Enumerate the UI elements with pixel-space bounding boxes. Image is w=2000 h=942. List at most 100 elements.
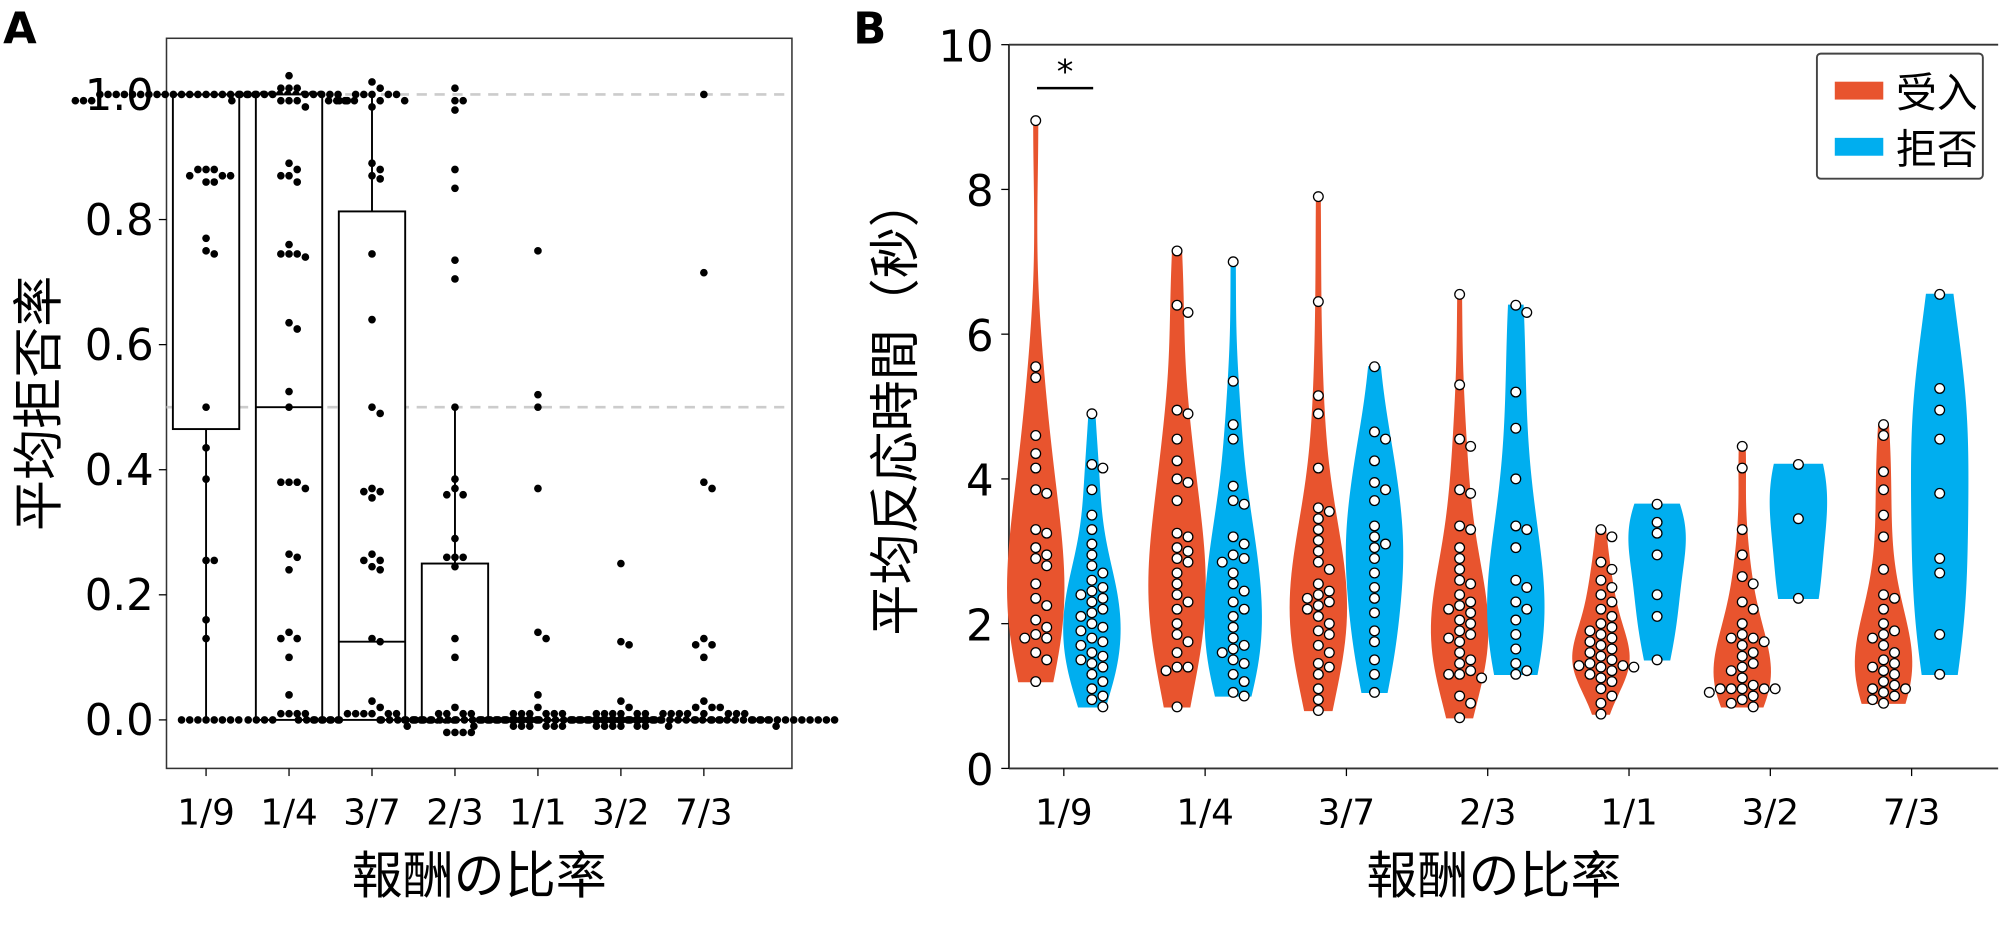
data-point xyxy=(301,484,310,493)
data-point-accept xyxy=(1312,556,1324,568)
data-point xyxy=(392,90,401,99)
data-point-reject xyxy=(1510,629,1522,641)
data-point-accept xyxy=(1584,668,1596,680)
data-point xyxy=(293,250,302,258)
data-point-accept xyxy=(1606,676,1618,688)
data-point xyxy=(293,325,302,333)
data-point xyxy=(285,550,293,558)
data-point-accept xyxy=(1595,629,1607,641)
data-point-reject xyxy=(1934,288,1946,300)
data-point-accept xyxy=(1041,560,1053,572)
data-point xyxy=(525,709,534,718)
data-point xyxy=(617,722,625,730)
data-point-accept xyxy=(1465,697,1477,709)
data-point-accept xyxy=(1312,625,1324,637)
data-point xyxy=(335,716,344,724)
data-point xyxy=(739,716,748,724)
data-point-reject xyxy=(1075,589,1087,601)
data-point-accept xyxy=(1323,563,1335,575)
data-point-accept xyxy=(1878,466,1890,478)
data-point-reject xyxy=(1097,636,1109,648)
data-point-reject xyxy=(1075,610,1087,622)
data-point-reject xyxy=(1086,549,1098,561)
data-point-accept xyxy=(1736,618,1748,630)
data-point-accept xyxy=(1714,683,1726,695)
data-point-accept xyxy=(1736,524,1748,536)
data-point xyxy=(277,634,285,643)
data-point xyxy=(569,716,577,724)
data-point-accept xyxy=(1617,660,1629,672)
x-tick-label: 1/1 xyxy=(509,793,567,834)
data-point-accept xyxy=(1867,632,1879,644)
data-point xyxy=(427,716,436,724)
data-point xyxy=(610,716,618,724)
data-point-reject xyxy=(1934,553,1946,565)
data-point-accept xyxy=(1595,697,1607,709)
box xyxy=(337,210,407,721)
data-point-reject xyxy=(1227,632,1239,644)
data-point-reject xyxy=(1227,480,1239,492)
data-point-accept xyxy=(1584,657,1596,669)
data-point-accept xyxy=(1312,524,1324,536)
data-point-accept xyxy=(1878,618,1890,630)
data-point-reject xyxy=(1086,560,1098,572)
data-point xyxy=(708,703,716,712)
data-point xyxy=(592,722,601,730)
data-point-accept xyxy=(1323,596,1335,608)
data-point xyxy=(177,716,186,724)
data-point xyxy=(773,716,782,724)
data-point-accept xyxy=(1030,524,1042,536)
x-tick-label: 7/3 xyxy=(1883,793,1941,834)
data-point-reject xyxy=(1651,610,1663,622)
data-point-reject xyxy=(1086,607,1098,619)
data-point xyxy=(451,703,459,712)
data-point-accept xyxy=(1747,603,1759,615)
data-point xyxy=(136,90,145,99)
data-point xyxy=(641,722,650,730)
data-point xyxy=(293,478,302,487)
data-point xyxy=(534,691,542,699)
x-tick-label: 1/4 xyxy=(260,793,318,834)
data-point xyxy=(368,250,376,258)
data-point-reject xyxy=(1792,513,1804,525)
data-point xyxy=(534,628,542,637)
data-point-accept xyxy=(1030,647,1042,659)
data-point-reject xyxy=(1934,487,1946,499)
data-point xyxy=(459,709,467,718)
data-point xyxy=(277,96,285,105)
data-point-accept xyxy=(1454,288,1466,300)
data-point-accept xyxy=(1182,306,1194,318)
data-point xyxy=(277,171,285,180)
data-point xyxy=(451,562,459,571)
data-point xyxy=(202,444,210,452)
data-point xyxy=(226,90,235,99)
data-point-accept xyxy=(1323,647,1335,659)
data-point-reject xyxy=(1369,542,1380,554)
data-point xyxy=(617,559,625,568)
data-point-accept xyxy=(1171,567,1183,579)
data-point xyxy=(218,716,227,724)
data-point-accept xyxy=(1443,603,1455,615)
data-point-accept xyxy=(1878,639,1890,651)
data-point-reject xyxy=(1792,458,1804,470)
data-point xyxy=(509,709,518,718)
y-tick-label: 6 xyxy=(966,312,994,362)
data-point-accept xyxy=(1573,660,1585,672)
data-point xyxy=(252,90,261,99)
data-point-reject xyxy=(1510,668,1522,680)
data-point-reject xyxy=(1369,531,1380,543)
data-point xyxy=(309,90,318,99)
data-point xyxy=(293,553,302,562)
data-point-accept xyxy=(1736,440,1748,452)
data-point-accept xyxy=(1889,679,1901,691)
data-point xyxy=(202,403,210,412)
data-point-reject xyxy=(1227,596,1239,608)
data-point xyxy=(202,178,210,186)
data-point-accept xyxy=(1878,665,1890,677)
data-point-accept xyxy=(1171,455,1183,467)
data-point xyxy=(617,697,625,705)
data-point-accept xyxy=(1584,647,1596,659)
legend-label-accept: 受入 xyxy=(1896,69,1978,117)
data-point-reject xyxy=(1097,581,1109,593)
data-point xyxy=(360,556,368,565)
